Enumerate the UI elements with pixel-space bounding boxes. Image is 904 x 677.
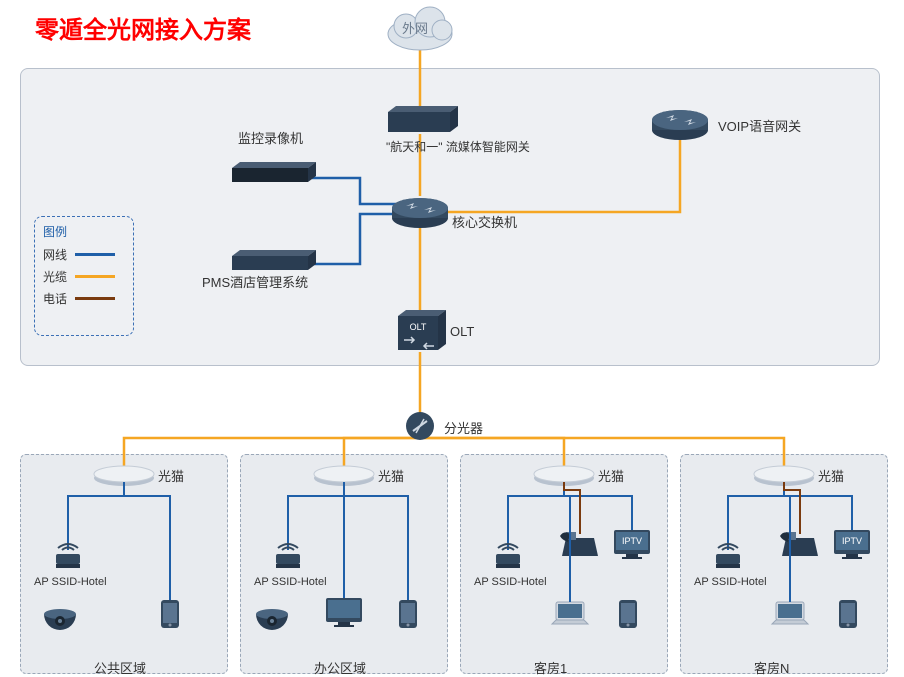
legend-row: 网线	[43, 246, 125, 263]
node-label-voip_gw: VOIP语音网关	[718, 116, 801, 135]
room-box	[20, 454, 228, 674]
node-label-wan: 外网	[402, 18, 428, 37]
legend-line	[75, 275, 115, 278]
room-title: 客房1	[534, 658, 567, 677]
ont-label: 光猫	[158, 466, 184, 485]
legend-box: 图例 网线光缆电话	[34, 216, 134, 336]
legend-line	[75, 253, 115, 256]
ont-label: 光猫	[378, 466, 404, 485]
room-box	[680, 454, 888, 674]
legend-row: 光缆	[43, 268, 125, 285]
node-label-splitter: 分光器	[444, 418, 483, 437]
ap-label: AP SSID-Hotel	[34, 576, 107, 588]
legend-label: 电话	[43, 290, 75, 307]
node-label-olt: OLT	[450, 324, 474, 339]
room-box	[460, 454, 668, 674]
diagram-title: 零遁全光网接入方案	[35, 10, 251, 45]
node-label-core_sw: 核心交换机	[452, 212, 517, 231]
legend-row: 电话	[43, 290, 125, 307]
legend-label: 光缆	[43, 268, 75, 285]
ont-label: 光猫	[818, 466, 844, 485]
room-title: 办公区域	[314, 658, 366, 677]
node-label-pms: PMS酒店管理系统	[202, 272, 308, 291]
room-box	[240, 454, 448, 674]
ap-label: AP SSID-Hotel	[254, 576, 327, 588]
core-network-container	[20, 68, 880, 366]
legend-line	[75, 297, 115, 300]
splitter-icon	[406, 412, 434, 440]
room-title: 公共区域	[94, 658, 146, 677]
ap-label: AP SSID-Hotel	[474, 576, 547, 588]
legend-title: 图例	[43, 223, 125, 240]
legend-label: 网线	[43, 246, 75, 263]
node-label-media_gw: "航天和一" 流媒体智能网关	[386, 138, 530, 155]
room-title: 客房N	[754, 658, 789, 677]
ap-label: AP SSID-Hotel	[694, 576, 767, 588]
ont-label: 光猫	[598, 466, 624, 485]
node-label-nvr: 监控录像机	[238, 128, 303, 147]
